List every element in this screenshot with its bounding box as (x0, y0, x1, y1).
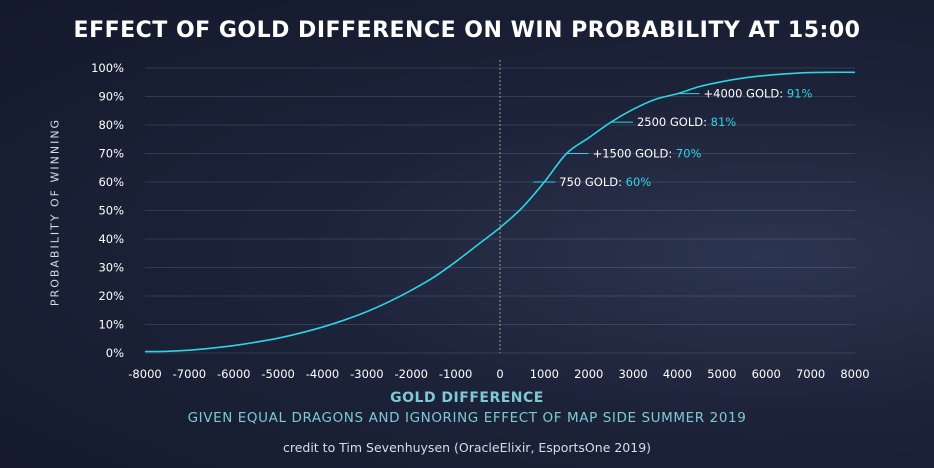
x-tick-label: -4000 (306, 367, 339, 381)
annotation-percent: 91% (787, 87, 813, 101)
annotation-label: 750 GOLD: 60% (559, 175, 651, 189)
tick-labels: 0% 10% 20% 30% 40% 50% 60% 70% 80% 90% 100% -8000 -7… (91, 61, 870, 381)
y-tick-label: 80% (98, 118, 124, 132)
x-tick-label: 8000 (840, 367, 869, 381)
y-tick-label: 70% (98, 147, 124, 161)
chart-title: EFFECT OF GOLD DIFFERENCE ON WIN PROBABI… (73, 18, 861, 43)
y-tick-label: 50% (98, 204, 124, 218)
y-tick-label: 10% (98, 318, 124, 332)
chart-subtitle: GIVEN EQUAL DRAGONS AND IGNORING EFFECT … (187, 410, 747, 426)
x-tick-label: 4000 (663, 367, 692, 381)
y-tick-label: 90% (98, 90, 124, 104)
x-tick-label: -2000 (395, 367, 428, 381)
x-tick-label: 3000 (618, 367, 647, 381)
x-tick-label: 0 (496, 367, 503, 381)
x-tick-label: 2000 (574, 367, 603, 381)
x-axis-label: GOLD DIFFERENCE (390, 390, 544, 406)
annotation-percent: 70% (676, 147, 702, 161)
gridlines (145, 67, 855, 354)
x-tick-label: -3000 (350, 367, 383, 381)
annotation-gold-text: 750 GOLD: (559, 175, 625, 189)
annotations: 750 GOLD: 60% +1500 GOLD: 70% 2500 GOLD: 8… (533, 87, 812, 189)
annotation-percent: 81% (711, 115, 737, 129)
x-tick-label: 7000 (796, 367, 825, 381)
annotation-label: 2500 GOLD: 81% (637, 115, 736, 129)
x-tick-label: -6000 (217, 367, 250, 381)
x-tick-label: 6000 (752, 367, 781, 381)
x-tick-label: -1000 (439, 367, 472, 381)
series-line (144, 71, 856, 353)
y-tick-label: 40% (98, 232, 124, 246)
x-tick-label: -8000 (128, 367, 161, 381)
x-tick-label: 1000 (530, 367, 559, 381)
y-tick-label: 60% (98, 175, 124, 189)
annotation-label: +1500 GOLD: 70% (593, 147, 702, 161)
annotation-percent: 60% (626, 175, 652, 189)
annotation-gold-text: 2500 GOLD: (637, 115, 711, 129)
x-tick-label: -7000 (173, 367, 206, 381)
y-tick-label: 30% (98, 261, 124, 275)
y-tick-label: 20% (98, 289, 124, 303)
y-tick-label: 0% (106, 346, 124, 360)
annotation-label: +4000 GOLD: 91% (704, 87, 813, 101)
x-tick-label: -5000 (261, 367, 294, 381)
credit-text: credit to Tim Sevenhuysen (OracleElixir,… (282, 440, 652, 455)
annotation-gold-text: +4000 GOLD: (704, 87, 787, 101)
annotation-gold-text: +1500 GOLD: (593, 147, 676, 161)
y-tick-label: 100% (91, 61, 124, 75)
x-tick-label: 5000 (707, 367, 736, 381)
